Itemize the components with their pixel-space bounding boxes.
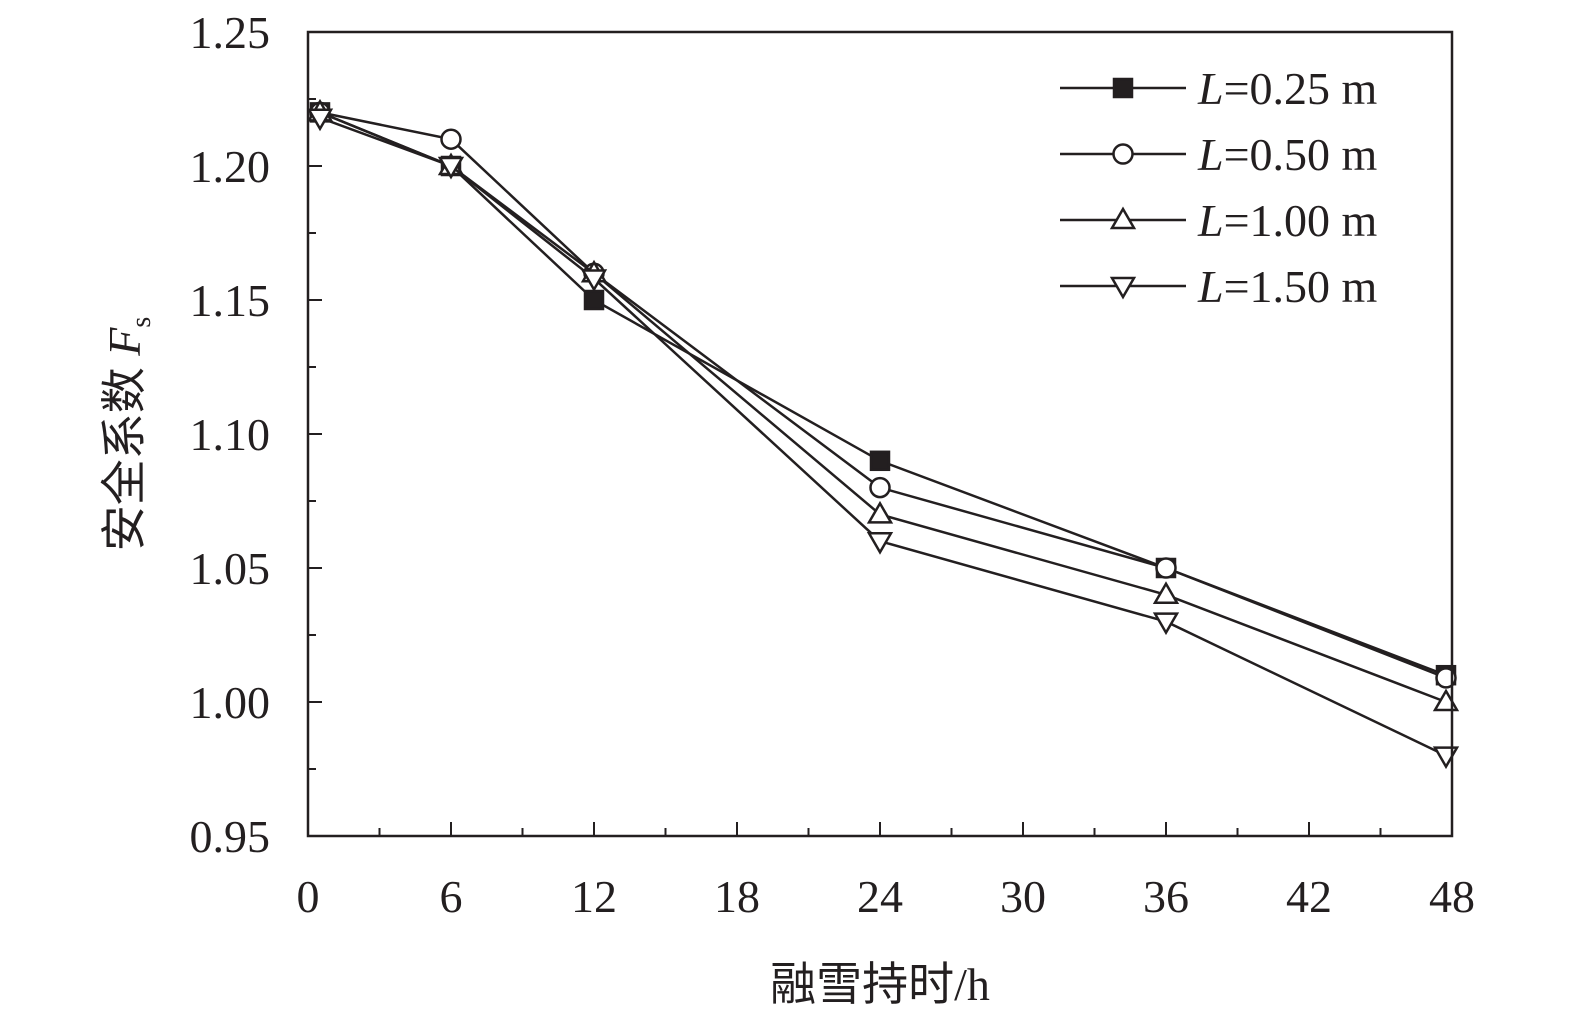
circle-marker xyxy=(869,476,891,499)
x-tick-label: 30 xyxy=(1000,871,1046,922)
legend-label-value: =0.50 m xyxy=(1224,129,1378,180)
legend-label-symbol: L xyxy=(1197,129,1224,180)
legend-item: L=1.00 m xyxy=(1060,195,1378,246)
legend-label: L=1.50 m xyxy=(1197,261,1378,312)
circle-marker xyxy=(440,128,462,150)
y-axis-title-subscript: s xyxy=(126,317,157,328)
triangle-up-marker xyxy=(1152,581,1180,605)
x-tick-labels: 0 6 12 18 24 30 36 42 48 xyxy=(297,871,1476,922)
series-4 xyxy=(306,108,1460,770)
triangle-down-marker xyxy=(1109,276,1137,300)
square-marker xyxy=(869,450,891,472)
square-marker xyxy=(1112,77,1134,99)
x-axis-title: 融雪持时/h xyxy=(770,959,990,1010)
x-tick-label: 42 xyxy=(1286,871,1332,922)
square-marker xyxy=(583,289,605,311)
legend-label-value: =1.00 m xyxy=(1224,195,1378,246)
y-axis-title-symbol: F xyxy=(99,327,150,357)
legend-label: L=1.00 m xyxy=(1197,195,1378,246)
legend-label: L=0.50 m xyxy=(1197,129,1378,180)
x-tick-label: 24 xyxy=(857,871,903,922)
y-tick-label: 1.20 xyxy=(190,141,271,192)
x-tick-label: 6 xyxy=(440,871,463,922)
x-tick-label: 48 xyxy=(1429,871,1475,922)
x-tick-label: 0 xyxy=(297,871,320,922)
triangle-down-marker xyxy=(306,108,334,132)
circle-marker xyxy=(1112,143,1134,165)
y-tick-label: 1.25 xyxy=(190,7,271,58)
x-tick-label: 12 xyxy=(571,871,617,922)
y-tick-label: 1.05 xyxy=(190,543,271,594)
triangle-down-marker xyxy=(437,156,465,180)
triangle-up-marker xyxy=(866,500,894,524)
legend: L=0.25 mL=0.50 mL=1.00 mL=1.50 m xyxy=(1060,63,1378,312)
y-tick-label: 1.10 xyxy=(190,409,271,460)
legend-label-symbol: L xyxy=(1197,195,1224,246)
legend-item: L=0.25 m xyxy=(1060,63,1378,114)
y-tick-label: 1.00 xyxy=(190,677,271,728)
series-line xyxy=(319,111,1447,680)
circle-marker xyxy=(1155,557,1177,579)
legend-label-symbol: L xyxy=(1197,261,1224,312)
triangle-up-marker xyxy=(1109,206,1137,230)
triangle-down-marker xyxy=(1152,612,1180,636)
ticks-layer xyxy=(308,98,1382,836)
y-axis-title: 安全系数 Fs xyxy=(99,317,157,552)
legend-label-symbol: L xyxy=(1197,63,1224,114)
y-tick-label: 1.15 xyxy=(190,275,271,326)
x-tick-label: 36 xyxy=(1143,871,1189,922)
x-tick-label: 18 xyxy=(714,871,760,922)
legend-label-value: =1.50 m xyxy=(1224,261,1378,312)
triangle-down-marker xyxy=(580,269,608,293)
legend-label: L=0.25 m xyxy=(1197,63,1378,114)
series-line xyxy=(319,116,1447,757)
y-axis-title-main: 安全系数 xyxy=(99,356,150,552)
triangle-down-marker xyxy=(866,531,894,555)
y-tick-labels: 0.95 1.00 1.05 1.10 1.15 1.20 1.25 xyxy=(190,7,271,862)
legend-label-value: =0.25 m xyxy=(1224,63,1378,114)
legend-item: L=0.50 m xyxy=(1060,129,1378,180)
y-tick-label: 0.95 xyxy=(190,811,271,862)
legend-item: L=1.50 m xyxy=(1060,261,1378,312)
